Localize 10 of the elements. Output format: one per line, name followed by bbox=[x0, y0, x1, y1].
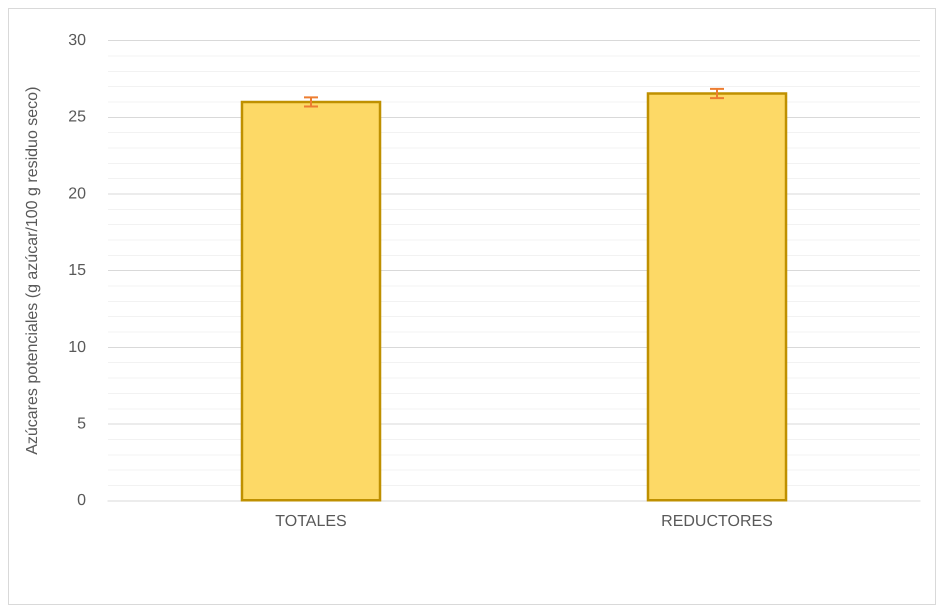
x-tick-label: REDUCTORES bbox=[661, 512, 773, 530]
y-tick-label: 0 bbox=[77, 492, 86, 510]
y-tick-label: 30 bbox=[68, 32, 86, 50]
y-tick-label: 10 bbox=[68, 338, 86, 356]
y-tick-label: 5 bbox=[77, 416, 86, 433]
x-tick-label: TOTALES bbox=[275, 512, 347, 530]
y-axis-title: Azúcares potenciales (g azúcar/100 g residuo seco) bbox=[24, 86, 42, 455]
y-tick-label: 15 bbox=[68, 262, 86, 280]
y-tick-label: 25 bbox=[68, 108, 86, 126]
y-tick-label: 20 bbox=[68, 185, 86, 202]
